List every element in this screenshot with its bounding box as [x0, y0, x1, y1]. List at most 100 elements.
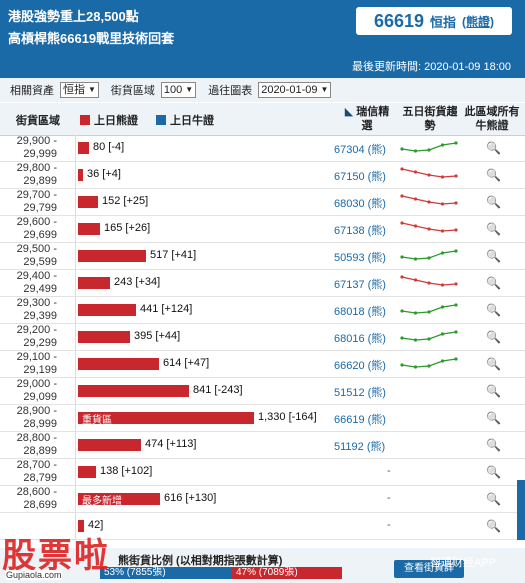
trend-point [413, 338, 418, 342]
range-label: 29,600 -29,699 [0, 216, 76, 242]
search-icon[interactable]: 🔍 [486, 303, 501, 317]
range-label: 29,100 -29,199 [0, 351, 76, 377]
cs-logo-icon: ◣ [344, 106, 354, 118]
chevron-down-icon: ▼ [320, 85, 329, 94]
trend-point [427, 173, 431, 177]
trend-point [440, 359, 445, 363]
range-label: 28,600 -28,699 [0, 486, 76, 512]
bar-tag: 重貨區 [82, 415, 112, 426]
table-row[interactable]: 29,400 -29,499 243 [+34] 67137 (熊) 🔍 [0, 270, 525, 297]
table-row[interactable]: 29,200 -29,299 395 [+44] 68016 (熊) 🔍 [0, 324, 525, 351]
search-icon[interactable]: 🔍 [486, 384, 501, 398]
bear-bar[interactable] [78, 385, 189, 397]
table-row[interactable]: 29,800 -29,899 36 [+4] 67150 (熊) 🔍 [0, 162, 525, 189]
cbbc-link[interactable]: 67138 (熊) [334, 225, 386, 237]
search-icon[interactable]: 🔍 [486, 330, 501, 344]
col-trend: 五日街貨趨勢 [402, 106, 458, 132]
col-pick: ◣ 瑞信精選 [340, 105, 394, 133]
table-row[interactable]: 28,900 -28,999 重貨區 1,330 [-164] 66619 (熊) 🔍 [0, 405, 525, 432]
search-icon[interactable]: 🔍 [486, 519, 501, 533]
bar-value-label: 841 [-243] [193, 384, 243, 396]
bear-bar[interactable] [78, 358, 159, 370]
search-icon[interactable]: 🔍 [486, 492, 501, 506]
bar-value-label: 441 [+124] [140, 303, 193, 315]
bear-bar[interactable] [78, 277, 110, 289]
bear-bar[interactable] [78, 493, 160, 505]
table-row[interactable]: 28,600 -28,699 最多新增 616 [+130] - 🔍 [0, 486, 525, 513]
table-row[interactable]: 28,700 -28,799 138 [+102] - 🔍 [0, 459, 525, 486]
table-row[interactable]: 29,000 -29,099 841 [-243] 51512 (熊) 🔍 [0, 378, 525, 405]
cbbc-link[interactable]: 67150 (熊) [334, 171, 386, 183]
cbbc-link[interactable]: 66619 (熊) [334, 414, 386, 426]
table-row[interactable]: 42] - 🔍 [0, 513, 525, 540]
trend-point [413, 170, 418, 174]
table-row[interactable]: 29,900 -29,999 80 [-4] 67304 (熊) 🔍 [0, 135, 525, 162]
table-row[interactable]: 29,600 -29,699 165 [+26] 67138 (熊) 🔍 [0, 216, 525, 243]
col-range: 街貨區域 [16, 115, 60, 127]
headline-1[interactable]: 港股強勢重上28,500點 [8, 9, 139, 24]
cbbc-link[interactable]: 51192 (熊) [334, 441, 386, 453]
asset-select[interactable]: 恒指 ▼ [60, 82, 99, 98]
cbbc-link[interactable]: 68016 (熊) [334, 333, 386, 345]
range-label: 29,800 -29,899 [0, 162, 76, 188]
search-icon[interactable]: 🔍 [486, 465, 501, 479]
search-icon[interactable]: 🔍 [486, 411, 501, 425]
cbbc-link[interactable]: 68018 (熊) [334, 306, 386, 318]
range-label: 29,200 -29,299 [0, 324, 76, 350]
bear-bar[interactable] [78, 466, 96, 478]
trend-sparkline [400, 330, 458, 342]
bear-bar[interactable] [78, 223, 100, 235]
search-icon[interactable]: 🔍 [486, 168, 501, 182]
table-row[interactable]: 29,500 -29,599 517 [+41] 50593 (熊) 🔍 [0, 243, 525, 270]
bear-bar[interactable] [78, 169, 83, 181]
bear-bar[interactable] [78, 520, 84, 532]
cbbc-empty: - [387, 492, 391, 504]
headline-2[interactable]: 高槓桿熊66619戰里技術回套 [8, 31, 175, 46]
search-icon[interactable]: 🔍 [486, 276, 501, 290]
search-icon[interactable]: 🔍 [486, 438, 501, 452]
index-note: (熊證) [462, 14, 495, 29]
side-tab[interactable] [517, 480, 525, 540]
trend-point [440, 305, 445, 309]
ratio-title: 熊街貨比例 (以相對期指張數計算) [118, 555, 283, 567]
chevron-down-icon: ▼ [185, 85, 194, 94]
filter-bar: 相關資產 恒指 ▼ 街貨區域 100 ▼ 過往圖表 2020-01-09 ▼ [0, 78, 525, 102]
cbbc-link[interactable]: 50593 (熊) [334, 252, 386, 264]
trend-sparkline [400, 357, 458, 369]
trend-point [413, 197, 418, 201]
cbbc-link[interactable]: 67137 (熊) [334, 279, 386, 291]
trend-point [427, 256, 431, 260]
search-icon[interactable]: 🔍 [486, 195, 501, 209]
search-icon[interactable]: 🔍 [486, 222, 501, 236]
cbbc-link[interactable]: 67304 (熊) [334, 144, 386, 156]
search-icon[interactable]: 🔍 [486, 249, 501, 263]
range-label: 28,700 -28,799 [0, 459, 76, 485]
table-row[interactable]: 29,100 -29,199 614 [+47] 66620 (熊) 🔍 [0, 351, 525, 378]
bear-bar[interactable] [78, 142, 89, 154]
zone-select[interactable]: 100 ▼ [160, 82, 197, 98]
range-label: 29,900 -29,999 [0, 135, 76, 161]
index-value: 66619 [373, 10, 425, 31]
trend-point [413, 257, 418, 261]
bear-bar[interactable] [78, 304, 136, 316]
view-detail-button[interactable]: 查看街貨詳 [394, 560, 464, 578]
bear-bar[interactable] [78, 196, 98, 208]
bear-bar[interactable] [78, 439, 141, 451]
trend-point [427, 281, 431, 285]
bear-bar[interactable] [78, 412, 254, 424]
table-row[interactable]: 28,800 -28,899 474 [+113] 51192 (熊) 🔍 [0, 432, 525, 459]
table-row[interactable]: 29,300 -29,399 441 [+124] 68018 (熊) 🔍 [0, 297, 525, 324]
cbbc-link[interactable]: 68030 (熊) [334, 198, 386, 210]
search-icon[interactable]: 🔍 [486, 141, 501, 155]
cbbc-link[interactable]: 66620 (熊) [334, 360, 386, 372]
index-box[interactable]: 66619 恒指 (熊證) [356, 7, 512, 35]
table-row[interactable]: 29,700 -29,799 152 [+25] 68030 (熊) 🔍 [0, 189, 525, 216]
range-label: 28,800 -28,899 [0, 432, 76, 458]
bear-bar[interactable] [78, 331, 130, 343]
date-select[interactable]: 2020-01-09 ▼ [258, 82, 332, 98]
bar-value-label: 36 [+4] [87, 168, 121, 180]
bear-bar[interactable] [78, 250, 146, 262]
trend-point [400, 275, 404, 279]
cbbc-link[interactable]: 51512 (熊) [334, 387, 386, 399]
search-icon[interactable]: 🔍 [486, 357, 501, 371]
